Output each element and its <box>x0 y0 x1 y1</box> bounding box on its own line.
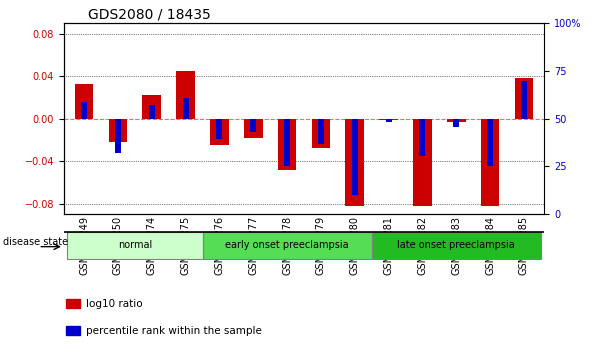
Bar <box>75 84 94 119</box>
Bar <box>115 119 121 153</box>
Bar <box>514 78 533 119</box>
Bar <box>278 119 296 170</box>
Bar <box>351 119 358 195</box>
Bar <box>487 119 493 166</box>
Bar <box>284 119 290 166</box>
Bar <box>244 119 263 138</box>
Bar <box>447 119 466 122</box>
Bar <box>453 119 459 127</box>
Bar <box>385 119 392 122</box>
Text: normal: normal <box>118 240 152 250</box>
Bar <box>182 98 188 119</box>
Bar <box>371 232 541 259</box>
Bar <box>345 119 364 206</box>
Bar <box>521 81 527 119</box>
Bar <box>109 119 127 142</box>
Text: log10 ratio: log10 ratio <box>86 299 142 309</box>
Bar <box>142 95 161 119</box>
Bar <box>318 119 324 144</box>
Bar <box>149 105 155 119</box>
Bar <box>420 119 426 156</box>
Bar <box>202 232 371 259</box>
Text: late onset preeclampsia: late onset preeclampsia <box>398 240 515 250</box>
Bar <box>66 326 80 335</box>
Bar <box>81 102 87 119</box>
Bar <box>216 119 223 139</box>
Bar <box>379 119 398 120</box>
Bar <box>481 119 499 206</box>
Bar <box>66 299 80 308</box>
Bar <box>312 119 330 148</box>
Bar <box>176 71 195 119</box>
Bar <box>210 119 229 145</box>
Text: percentile rank within the sample: percentile rank within the sample <box>86 326 261 336</box>
Bar <box>67 232 202 259</box>
Text: early onset preeclampsia: early onset preeclampsia <box>226 240 349 250</box>
Text: disease state: disease state <box>2 236 67 246</box>
Text: GDS2080 / 18435: GDS2080 / 18435 <box>88 8 210 22</box>
Bar <box>413 119 432 206</box>
Bar <box>250 119 257 132</box>
